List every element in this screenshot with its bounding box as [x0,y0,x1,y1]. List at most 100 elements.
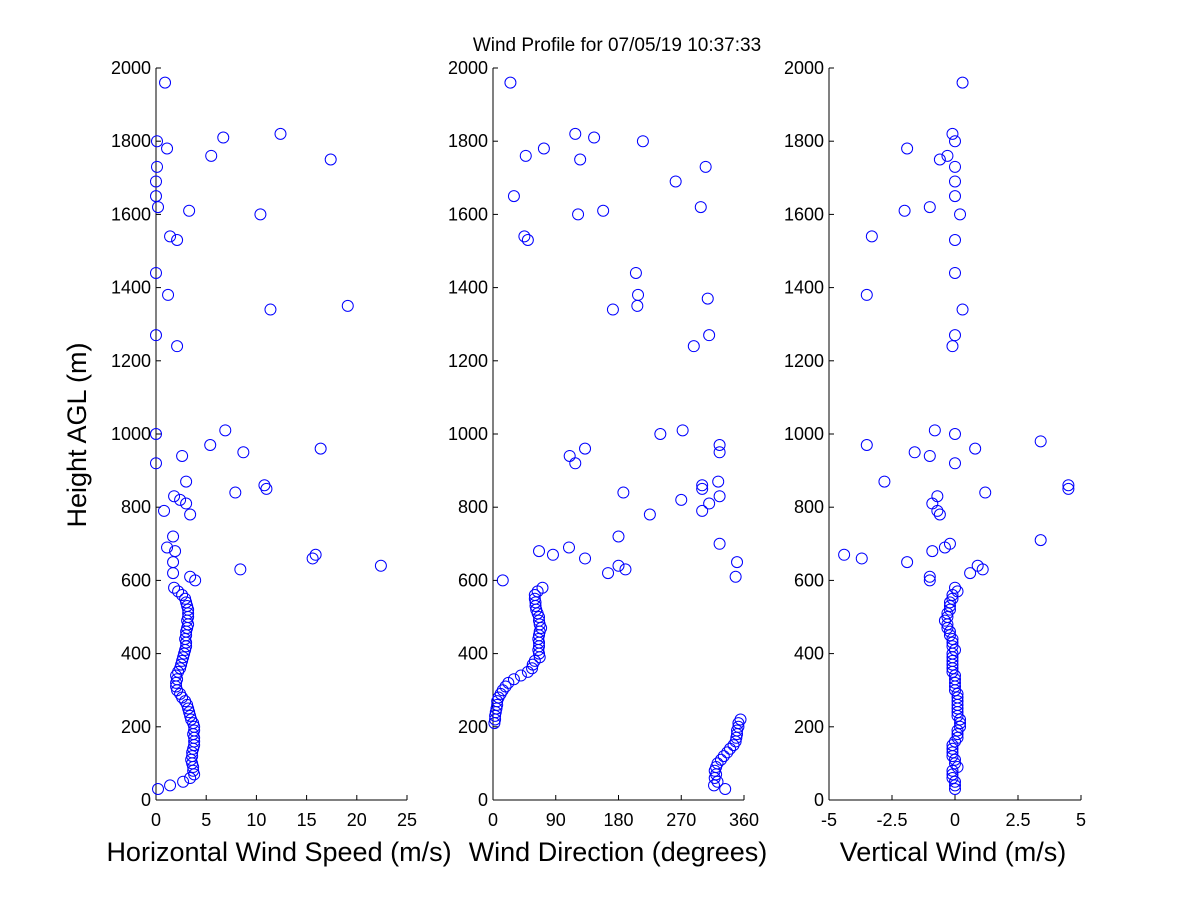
y-tick-label: 0 [141,790,151,810]
data-point [569,457,582,470]
y-tick-label: 200 [794,717,824,737]
data-point [949,680,961,693]
figure-title: Wind Profile for 07/05/19 10:37:33 [473,35,761,56]
data-point [717,750,730,763]
data-point [180,497,193,510]
data-point [170,676,183,689]
data-point [176,654,189,667]
data-point [946,665,959,678]
y-tick-label: 1800 [448,131,488,151]
data-point [713,446,726,459]
data-point [164,230,177,243]
data-point [949,428,961,440]
x-tick-label: 2.5 [1005,810,1030,830]
data-point [694,201,707,214]
data-point [938,614,951,627]
data-point [324,153,337,166]
y-tick-label: 1200 [111,351,151,371]
data-point [949,329,961,342]
data-point [181,698,194,711]
data-point [946,662,959,675]
vertical-wind-panel: Vertical Wind (m/s) 0 200 400 600 800 1000 120… [784,58,1086,867]
data-point [504,76,517,89]
data-point [177,775,190,788]
data-point [514,669,527,682]
data-point [521,234,534,247]
data-point [205,149,218,162]
x-tick-label: 0 [151,810,161,830]
data-point [204,438,217,451]
data-point [519,149,532,162]
y-tick-label: 200 [458,717,488,737]
x-tick-label: 15 [297,810,317,830]
data-point [712,475,725,488]
data-point [182,618,195,631]
data-point [708,779,721,792]
data-point [943,603,956,616]
y-tick-label: 600 [794,570,824,590]
data-point [946,589,959,602]
data-point [168,581,181,594]
data-point [951,724,964,737]
data-point [949,135,961,148]
data-point [901,556,914,569]
y-tick-label: 1200 [784,351,824,371]
y-tick-label: 2000 [111,58,151,78]
data-point [860,438,873,451]
data-point [949,643,961,656]
y-tick-label: 1600 [448,204,488,224]
data-point [941,618,954,631]
data-point [730,731,743,744]
data-point [602,567,615,580]
x-tick-label: 0 [950,810,960,830]
data-point [175,658,188,671]
data-point [949,783,961,796]
y-tick-label: 400 [458,644,488,664]
data-point [729,570,742,583]
data-point [158,504,171,517]
data-point [274,127,287,140]
y-tick-label: 1000 [448,424,488,444]
data-point [956,303,969,316]
y-tick-label: 600 [458,570,488,590]
data-point [954,713,967,726]
data-point [167,530,180,543]
y-tick-label: 200 [121,717,151,737]
data-point [943,600,956,613]
data-point [619,563,632,576]
data-point [234,563,247,576]
data-point [569,127,582,140]
x-axis-label: Vertical Wind (m/s) [840,837,1067,867]
data-point [521,665,534,678]
data-point [946,742,959,755]
data-point [151,160,164,173]
data-point [572,208,585,221]
data-point [489,709,502,722]
data-point [719,783,732,796]
data-point [699,160,712,173]
data-point [177,651,190,664]
data-point [631,299,644,312]
x-tick-label: 10 [246,810,266,830]
data-point [643,508,656,521]
data-point [721,746,734,759]
x-tick-label: 25 [397,810,417,830]
data-point [612,559,625,572]
data-point [179,643,192,656]
data-point [976,563,989,576]
data-point [159,76,172,89]
x-axis-label: Wind Direction (degrees) [469,837,768,867]
data-point [696,482,709,495]
y-tick-label: 0 [814,790,824,810]
data-point [923,574,936,587]
data-point [933,153,946,166]
data-point [171,234,184,247]
y-tick-label: 1800 [784,131,824,151]
data-point [724,742,737,755]
y-tick-label: 800 [458,497,488,517]
data-point [164,779,177,792]
data-point [151,135,164,148]
data-point [946,592,959,605]
y-tick-label: 1800 [111,131,151,151]
data-point [1062,479,1075,492]
